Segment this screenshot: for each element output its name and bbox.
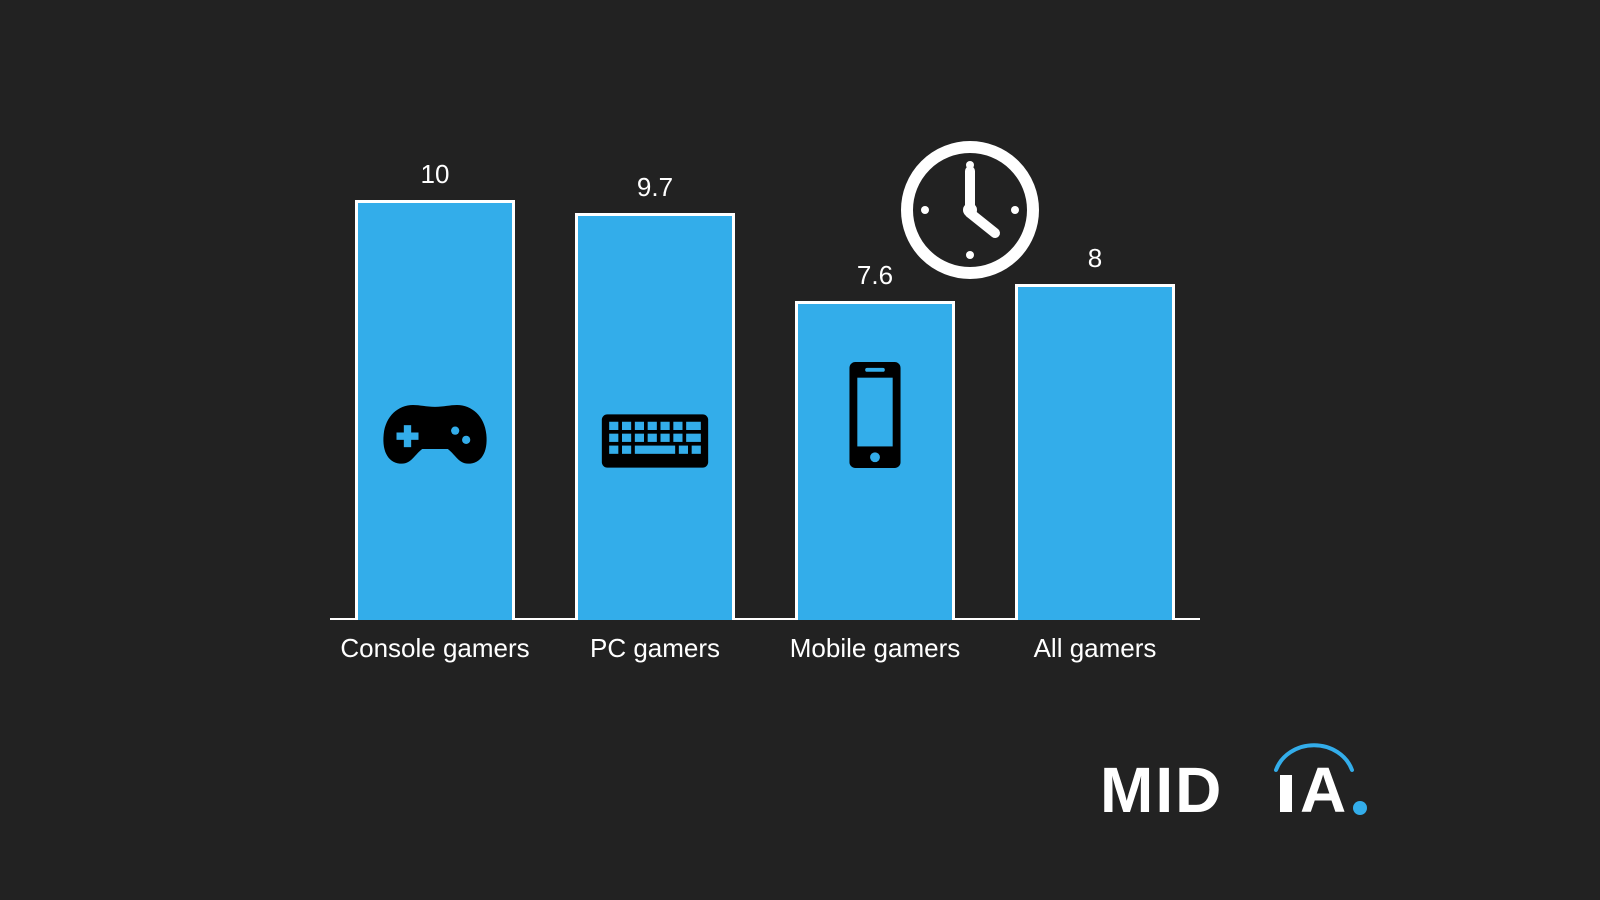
bar-value: 7.6	[857, 260, 893, 291]
keyboard-icon	[600, 412, 710, 470]
bar-value: 9.7	[637, 172, 673, 203]
bar-label: Mobile gamers	[790, 633, 961, 664]
bar-value: 10	[421, 159, 450, 190]
svg-text:MID: MID	[1100, 754, 1223, 826]
bar-value: 8	[1088, 243, 1102, 274]
clock-icon	[895, 135, 1045, 285]
bar-chart: 10 Console gamers 9.7 PC gamers	[330, 190, 1200, 620]
bar-label: All gamers	[1034, 633, 1157, 664]
bar-label: Console gamers	[340, 633, 529, 664]
bar-rect	[1015, 284, 1175, 620]
svg-text:A: A	[1300, 754, 1348, 826]
midia-logo: MID A	[1100, 740, 1430, 830]
phone-icon	[843, 360, 907, 470]
bar-label: PC gamers	[590, 633, 720, 664]
gamepad-icon	[380, 395, 490, 470]
